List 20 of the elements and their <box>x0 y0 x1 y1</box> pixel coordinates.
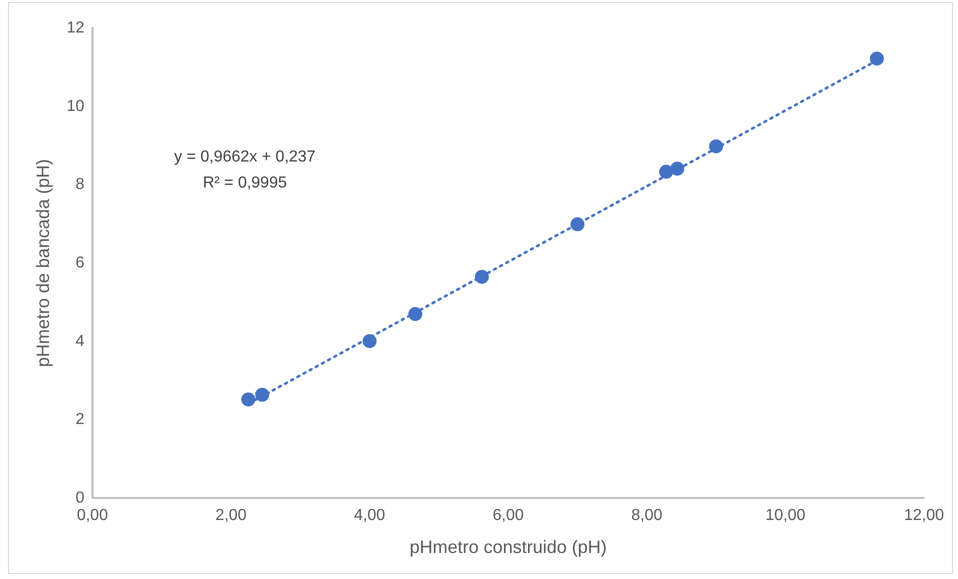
y-tick-label: 8 <box>75 176 84 194</box>
y-tick-label: 12 <box>66 19 84 36</box>
x-tick-label: 10,00 <box>765 507 806 524</box>
y-tick-label: 2 <box>75 411 84 428</box>
x-tick-label: 6,00 <box>492 507 524 524</box>
annotation: R² = 0,9995 <box>202 174 287 192</box>
x-tick-label: 8,00 <box>631 507 662 524</box>
x-tick-label: 12,00 <box>904 507 944 524</box>
y-tick-label: 10 <box>66 98 84 115</box>
point <box>241 392 256 406</box>
x-tick-label: 0,00 <box>76 507 108 524</box>
x-tick-label: 2,00 <box>215 507 247 524</box>
y-tick-label: 0 <box>75 490 84 507</box>
y-axis-title: pHmetro de bancada (pH) <box>32 159 53 368</box>
x-axis-title: pHmetro construido (pH) <box>410 537 607 558</box>
y-tick-label: 6 <box>75 254 84 272</box>
x-tick-label: 4,00 <box>354 507 386 524</box>
y-tick-label: 4 <box>75 332 84 350</box>
point <box>870 52 884 66</box>
annotation: y = 0,9662x + 0,237 <box>174 148 316 166</box>
